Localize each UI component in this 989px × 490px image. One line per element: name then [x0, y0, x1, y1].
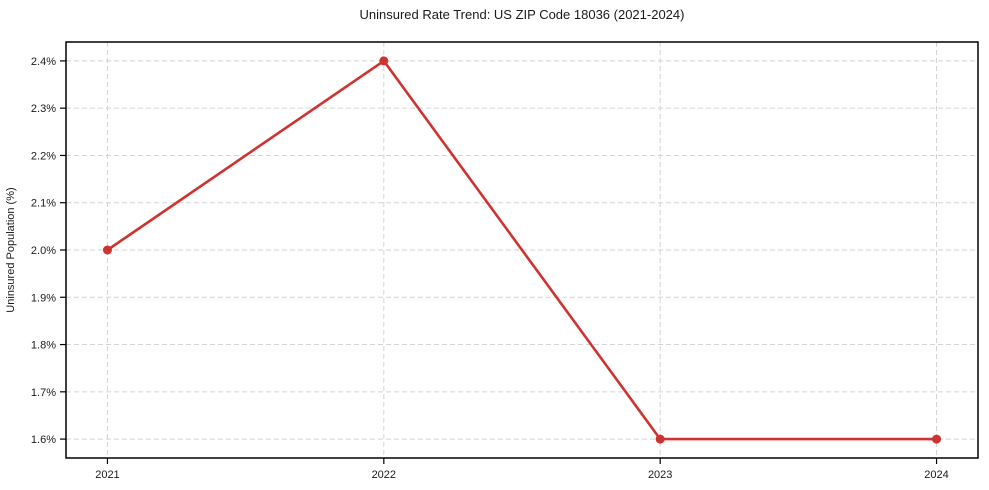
chart-title: Uninsured Rate Trend: US ZIP Code 18036 …: [359, 7, 685, 22]
y-axis-title: Uninsured Population (%): [5, 187, 17, 313]
y-tick-label: 1.9%: [31, 292, 56, 304]
y-tick-label: 2.4%: [31, 56, 56, 68]
y-tick-label: 1.6%: [31, 434, 56, 446]
y-tick-label: 1.8%: [31, 340, 56, 352]
y-tick-label: 2.1%: [31, 198, 56, 210]
y-tick-label: 2.0%: [31, 245, 56, 257]
y-tick-label: 2.2%: [31, 150, 56, 162]
x-tick-label: 2023: [648, 469, 672, 481]
data-point-marker: [102, 245, 112, 255]
y-tick-label: 2.3%: [31, 103, 56, 115]
x-tick-label: 2021: [95, 469, 119, 481]
trend-line: [106, 59, 938, 441]
data-point-marker: [655, 434, 665, 444]
data-point-marker: [932, 434, 942, 444]
x-tick-label: 2022: [372, 469, 396, 481]
x-tick-label: 2024: [924, 469, 948, 481]
data-point-marker: [379, 56, 389, 66]
y-tick-label: 1.7%: [31, 387, 56, 399]
